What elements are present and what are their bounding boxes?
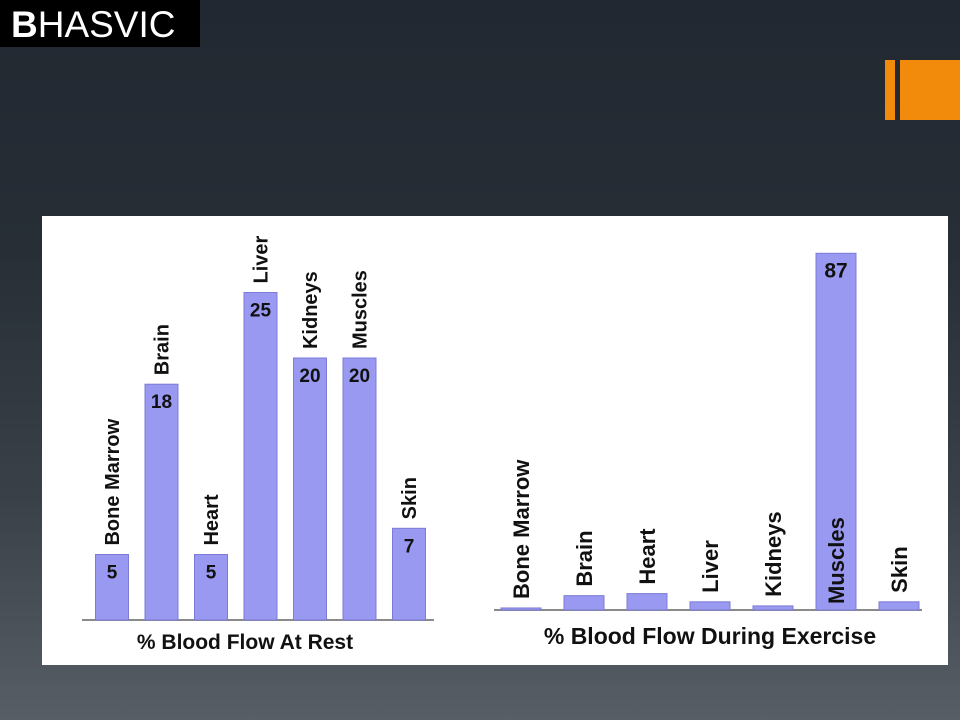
rest-value-label-skin: 7 xyxy=(404,536,415,557)
rest-category-label-muscles: Muscles xyxy=(350,270,372,349)
exercise-bar-kidneys xyxy=(752,605,794,611)
rest-bar-skin xyxy=(392,527,426,621)
logo-rest-letters: HASVIC xyxy=(38,4,176,44)
rest-value-label-kidneys: 20 xyxy=(299,366,320,387)
rest-category-label-bone-marrow: Bone Marrow xyxy=(102,418,124,545)
rest-bar-liver xyxy=(243,292,278,621)
exercise-chart-title: % Blood Flow During Exercise xyxy=(544,623,876,649)
rest-bar-bone-marrow xyxy=(95,554,129,621)
chart-panel: 5 Bone Marrow 18 Brain 5 Heart 25 Liver 20 Kidney… xyxy=(42,216,948,665)
exercise-bar-heart xyxy=(626,593,668,611)
rest-bar-brain xyxy=(144,383,179,621)
exercise-bar-muscles xyxy=(815,252,857,611)
rest-bar-kidneys xyxy=(293,357,327,621)
exercise-category-label-heart: Heart xyxy=(635,528,660,585)
exercise-category-label-brain: Brain xyxy=(572,530,597,586)
exercise-bar-liver xyxy=(689,601,731,611)
exercise-bar-bone-marrow xyxy=(500,607,542,611)
rest-value-label-muscles: 20 xyxy=(349,366,370,387)
rest-category-label-heart: Heart xyxy=(201,494,223,545)
rest-category-label-liver: Liver xyxy=(251,235,273,283)
exercise-category-label-kidneys: Kidneys xyxy=(761,511,786,597)
rest-category-label-kidneys: Kidneys xyxy=(300,271,322,349)
rest-value-label-bone-marrow: 5 xyxy=(107,563,118,584)
bhasvic-logo: BHASVIC xyxy=(0,0,200,47)
svg-text:BHASVIC: BHASVIC xyxy=(11,4,176,44)
rest-value-label-heart: 5 xyxy=(206,563,217,584)
logo-wordmark: BHASVIC xyxy=(11,4,176,44)
logo-lead-letter: B xyxy=(11,4,38,44)
rest-bar-heart xyxy=(194,554,228,621)
exercise-value-label-muscles: 87 xyxy=(824,259,847,282)
exercise-category-label-muscles: Muscles xyxy=(824,517,849,604)
exercise-category-label-liver: Liver xyxy=(698,540,723,593)
chart-exercise: Bone Marrow Brain Heart Liver Kidneys 87 Muscl… xyxy=(494,252,922,649)
rest-category-label-skin: Skin xyxy=(399,477,421,519)
accent-bar xyxy=(885,60,895,120)
rest-chart-title: % Blood Flow At Rest xyxy=(137,631,353,654)
rest-value-label-brain: 18 xyxy=(151,392,172,413)
rest-category-label-brain: Brain xyxy=(152,324,174,375)
accent-block xyxy=(900,60,960,120)
exercise-category-label-bone-marrow: Bone Marrow xyxy=(509,459,534,599)
chart-rest: 5 Bone Marrow 18 Brain 5 Heart 25 Liver 20 Kidney… xyxy=(82,235,434,654)
exercise-bar-brain xyxy=(563,595,605,611)
exercise-category-label-skin: Skin xyxy=(887,546,912,592)
rest-bar-muscles xyxy=(342,357,377,621)
rest-value-label-liver: 25 xyxy=(250,301,272,322)
exercise-bar-skin xyxy=(878,601,920,611)
